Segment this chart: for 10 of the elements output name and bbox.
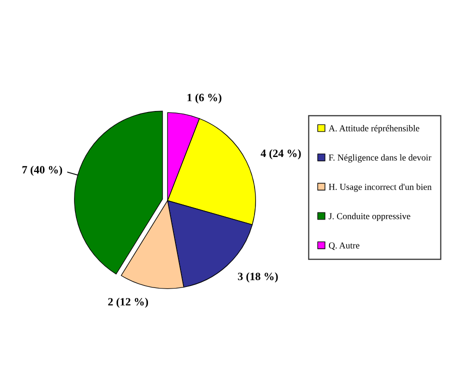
data-label: 7 (40 %) — [22, 166, 62, 176]
legend-label: A. Attitude répréhensible — [328, 124, 420, 134]
data-label: 3 (18 %) — [238, 272, 278, 282]
legend-label: Q. Autre — [328, 242, 360, 250]
data-label: 2 (12 %) — [108, 298, 148, 308]
data-label: 1 (6 %) — [188, 93, 222, 104]
legend-label: J. Conduite oppressive — [328, 212, 410, 222]
data-label: 4 (24 %) — [260, 149, 301, 160]
legend-label: H. Usage incorrect d'un bien — [328, 184, 432, 192]
legend-label: F. Négligence dans le devoir — [328, 154, 432, 162]
